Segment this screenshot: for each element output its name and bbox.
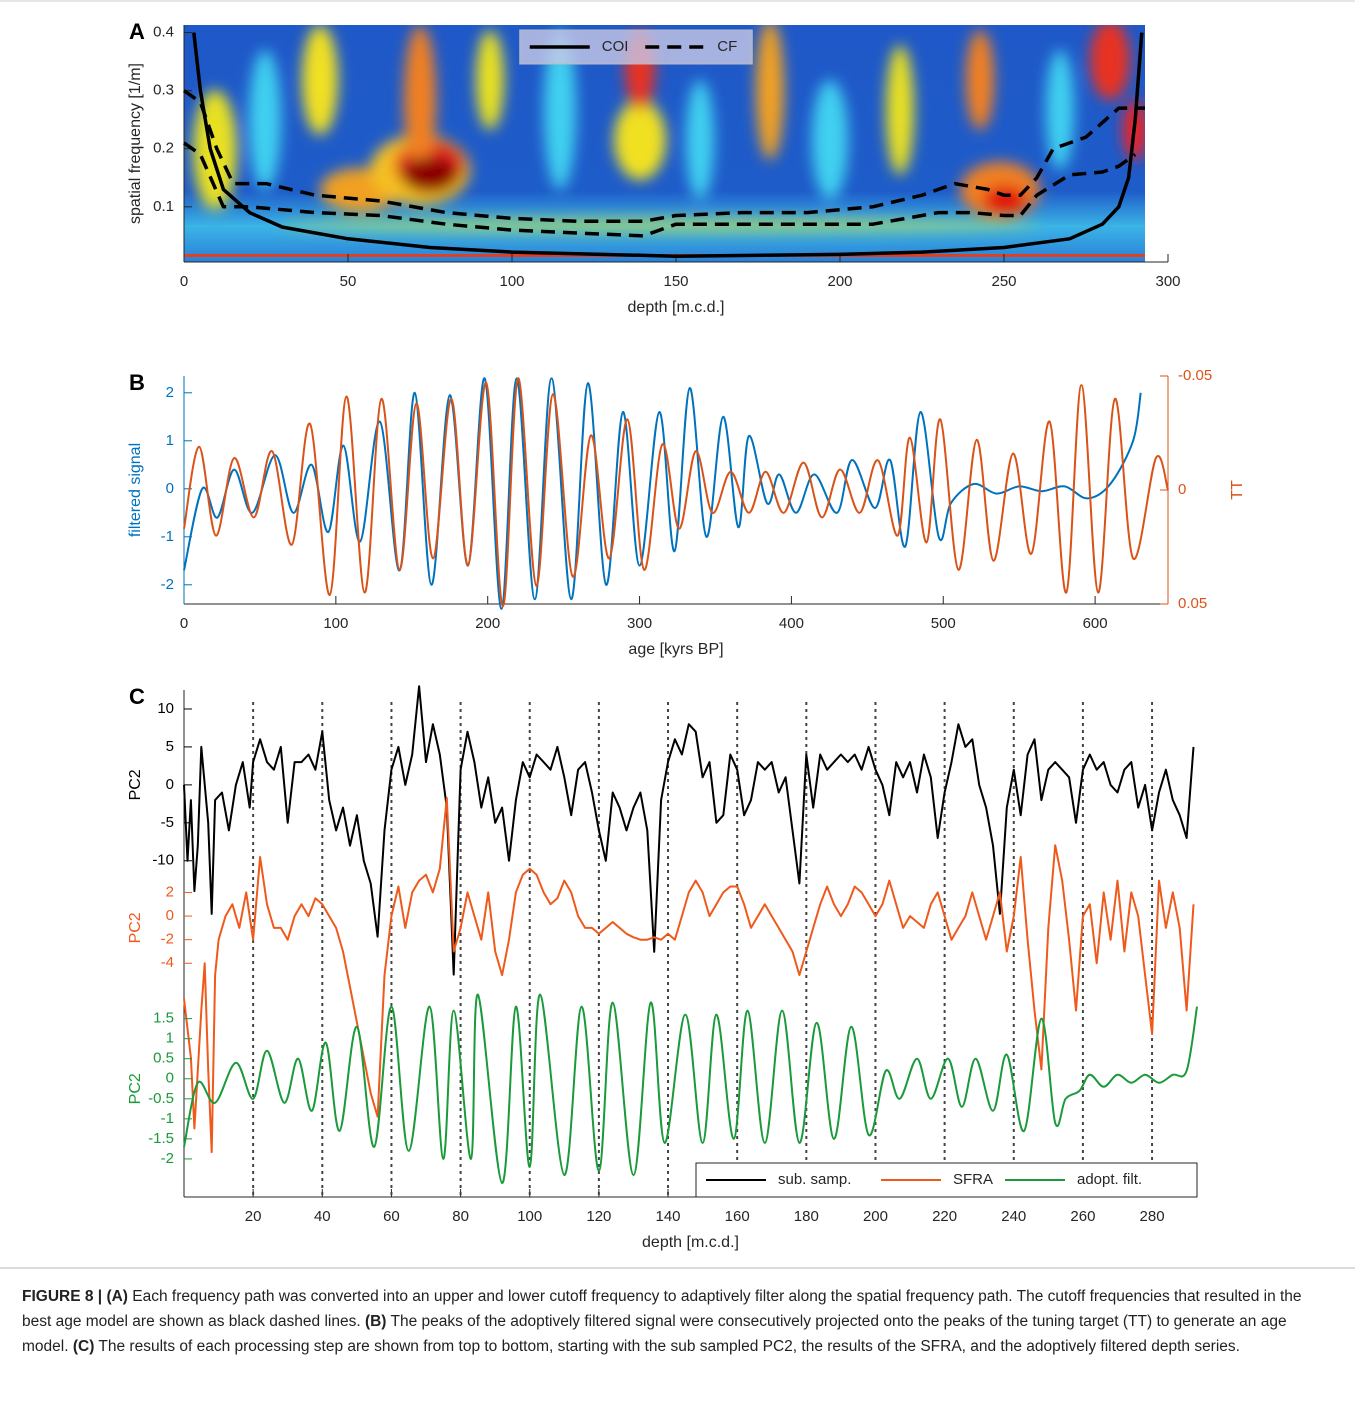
y-axis-label: PC2 — [127, 912, 144, 943]
y-axis-label: spatial frequency [1/m] — [127, 63, 144, 224]
x-tick-label: 160 — [725, 1208, 750, 1225]
x-tick-label: 120 — [586, 1208, 611, 1225]
x-tick-label: 100 — [323, 615, 348, 632]
y-tick-label: 0 — [1178, 481, 1186, 498]
legend-label: SFRA — [953, 1171, 993, 1188]
x-tick-label: 600 — [1083, 615, 1108, 632]
x-tick-label: 0 — [180, 273, 188, 290]
caption-text: The results of each processing step are … — [94, 1338, 1240, 1355]
x-tick-label: 260 — [1070, 1208, 1095, 1225]
y-tick-label: -1.5 — [148, 1130, 174, 1147]
x-tick-label: 300 — [1155, 273, 1180, 290]
y-tick-label: 0.1 — [153, 198, 174, 215]
x-tick-label: 150 — [663, 273, 688, 290]
y-tick-label: 5 — [166, 738, 174, 755]
x-tick-label: 40 — [314, 1208, 331, 1225]
y-tick-label: 0 — [166, 1070, 174, 1087]
series-line — [183, 797, 1195, 1154]
y-tick-label: 0.3 — [153, 82, 174, 99]
panel-label: A — [129, 19, 145, 44]
x-tick-label: 300 — [627, 615, 652, 632]
y-tick-label: 2 — [166, 883, 174, 900]
y-tick-label: -0.5 — [148, 1090, 174, 1107]
series-line — [183, 685, 1195, 976]
y-tick-label: 1.5 — [153, 1010, 174, 1027]
y-axis-label: TT — [1229, 480, 1246, 500]
y-tick-label: -0.05 — [1178, 367, 1212, 384]
y-tick-label: -5 — [161, 814, 174, 831]
y-tick-label: -10 — [152, 852, 174, 869]
caption-text: FIGURE 8 | — [22, 1288, 107, 1305]
x-tick-label: 50 — [340, 273, 357, 290]
x-axis-label: age [kyrs BP] — [628, 641, 723, 658]
caption-text: (B) — [364, 1313, 387, 1330]
x-axis-label: depth [m.c.d.] — [628, 299, 725, 316]
y-tick-label: 0 — [166, 480, 174, 497]
y-tick-label: -2 — [161, 576, 174, 593]
x-tick-label: 250 — [991, 273, 1016, 290]
x-tick-label: 500 — [931, 615, 956, 632]
x-tick-label: 80 — [452, 1208, 469, 1225]
y-tick-label: 0.5 — [153, 1050, 174, 1067]
x-axis-label: depth [m.c.d.] — [642, 1234, 739, 1251]
y-tick-label: 0.05 — [1178, 595, 1207, 612]
x-tick-label: 400 — [779, 615, 804, 632]
series-line — [182, 89, 1145, 224]
x-tick-label: 280 — [1140, 1208, 1165, 1225]
y-tick-label: 0 — [166, 907, 174, 924]
panel-label: B — [129, 370, 145, 395]
y-tick-label: 0.4 — [153, 24, 174, 41]
y-tick-label: 1 — [166, 1030, 174, 1047]
x-tick-label: 180 — [794, 1208, 819, 1225]
x-tick-label: 220 — [932, 1208, 957, 1225]
x-tick-label: 100 — [499, 273, 524, 290]
y-axis-label: PC2 — [127, 1073, 144, 1104]
y-tick-label: -1 — [161, 528, 174, 545]
series-line — [183, 377, 1169, 608]
caption-text: The peaks of the adoptively filtered sig… — [22, 1313, 1291, 1355]
x-tick-label: 100 — [517, 1208, 542, 1225]
x-tick-label: 20 — [245, 1208, 262, 1225]
y-tick-label: -2 — [161, 931, 174, 948]
caption-text: (C) — [72, 1338, 95, 1355]
x-tick-label: 240 — [1001, 1208, 1026, 1225]
y-axis-label: filtered signal — [127, 443, 144, 537]
series-line — [182, 141, 1137, 238]
series-line — [183, 377, 1142, 610]
x-tick-label: 200 — [475, 615, 500, 632]
y-tick-label: 10 — [157, 700, 174, 717]
y-tick-label: 2 — [166, 384, 174, 401]
y-tick-label: 0.2 — [153, 140, 174, 157]
y-tick-label: -1 — [161, 1110, 174, 1127]
x-tick-label: 140 — [656, 1208, 681, 1225]
y-tick-label: 1 — [166, 432, 174, 449]
caption-text: (A) — [106, 1288, 128, 1305]
panel-label: C — [129, 684, 145, 709]
legend-label: CF — [717, 38, 737, 55]
series-line — [192, 32, 1144, 258]
legend-label: COI — [602, 38, 629, 55]
series-line — [183, 993, 1198, 1185]
caption-text: Each frequency path was converted into a… — [22, 1288, 1306, 1330]
x-tick-label: 200 — [827, 273, 852, 290]
y-tick-label: -2 — [161, 1150, 174, 1167]
y-tick-label: 0 — [166, 776, 174, 793]
legend-label: adopt. filt. — [1077, 1171, 1142, 1188]
legend-label: sub. samp. — [778, 1171, 851, 1188]
x-tick-label: 60 — [383, 1208, 400, 1225]
x-tick-label: 200 — [863, 1208, 888, 1225]
figure-caption: FIGURE 8 | (A) Each frequency path was c… — [22, 1284, 1334, 1359]
y-axis-label: PC2 — [127, 769, 144, 800]
y-tick-label: -4 — [161, 954, 174, 971]
legend — [695, 1162, 1198, 1198]
x-tick-label: 0 — [180, 615, 188, 632]
